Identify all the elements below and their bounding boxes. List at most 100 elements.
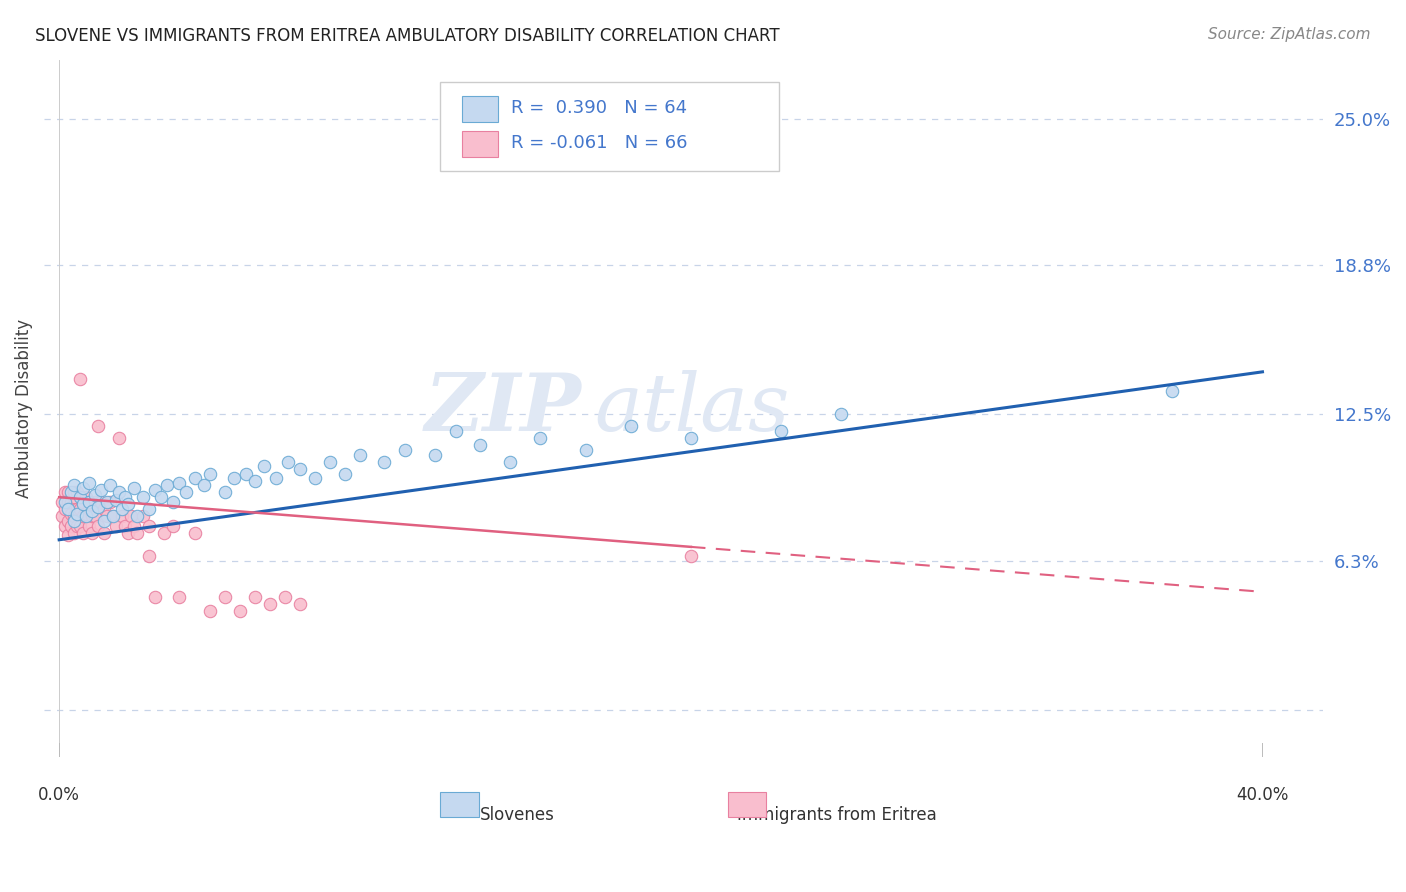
Point bbox=[145, 590, 167, 604]
Point bbox=[75, 507, 97, 521]
Point bbox=[69, 502, 91, 516]
Point bbox=[304, 471, 326, 485]
Point bbox=[319, 455, 342, 469]
Point bbox=[66, 502, 89, 516]
Point bbox=[150, 490, 173, 504]
Point bbox=[72, 481, 94, 495]
Point bbox=[63, 490, 86, 504]
Point bbox=[529, 431, 551, 445]
Point bbox=[515, 123, 537, 137]
Point bbox=[120, 509, 142, 524]
Point bbox=[69, 372, 91, 386]
Bar bbox=[463, 131, 498, 157]
Point bbox=[103, 509, 125, 524]
Point bbox=[770, 424, 793, 438]
Point bbox=[87, 419, 110, 434]
Text: Immigrants from Eritrea: Immigrants from Eritrea bbox=[737, 806, 936, 824]
Text: Source: ZipAtlas.com: Source: ZipAtlas.com bbox=[1208, 27, 1371, 42]
Text: 0.0%: 0.0% bbox=[38, 786, 80, 804]
Point bbox=[84, 495, 107, 509]
Point bbox=[575, 442, 598, 457]
Point bbox=[51, 495, 73, 509]
Point bbox=[138, 502, 160, 516]
Point bbox=[108, 431, 131, 445]
Bar bbox=[728, 791, 766, 817]
Point bbox=[69, 490, 91, 504]
Point bbox=[51, 509, 73, 524]
Point bbox=[288, 597, 311, 611]
Point bbox=[156, 478, 179, 492]
Text: R = -0.061   N = 66: R = -0.061 N = 66 bbox=[510, 135, 688, 153]
Point bbox=[198, 467, 221, 481]
Point bbox=[124, 518, 146, 533]
Point bbox=[183, 525, 205, 540]
Point bbox=[117, 525, 139, 540]
Point bbox=[63, 478, 86, 492]
Point bbox=[60, 485, 83, 500]
Point bbox=[114, 490, 136, 504]
Point bbox=[63, 525, 86, 540]
Point bbox=[53, 502, 76, 516]
Point bbox=[96, 509, 118, 524]
Point bbox=[620, 419, 643, 434]
Point bbox=[243, 590, 266, 604]
Point bbox=[77, 475, 100, 490]
Point bbox=[75, 509, 97, 524]
Point bbox=[264, 471, 287, 485]
Point bbox=[60, 518, 83, 533]
Point bbox=[108, 485, 131, 500]
Point bbox=[1161, 384, 1184, 398]
Point bbox=[105, 492, 128, 507]
Point bbox=[127, 509, 149, 524]
Point bbox=[53, 518, 76, 533]
Point bbox=[679, 549, 702, 564]
Point bbox=[138, 518, 160, 533]
Point bbox=[96, 495, 118, 509]
Point bbox=[162, 518, 184, 533]
Point bbox=[333, 467, 356, 481]
Point bbox=[499, 455, 522, 469]
Point bbox=[111, 502, 134, 516]
Point bbox=[56, 528, 79, 542]
Point bbox=[84, 509, 107, 524]
Point bbox=[228, 604, 250, 618]
Point bbox=[198, 604, 221, 618]
Point bbox=[138, 549, 160, 564]
Point bbox=[60, 495, 83, 509]
Point bbox=[60, 507, 83, 521]
Point bbox=[830, 408, 852, 422]
Point bbox=[82, 504, 104, 518]
Point bbox=[162, 495, 184, 509]
Point bbox=[87, 518, 110, 533]
Point bbox=[394, 442, 416, 457]
Point bbox=[63, 514, 86, 528]
Point bbox=[132, 490, 155, 504]
Point bbox=[66, 507, 89, 521]
Point bbox=[446, 424, 468, 438]
Bar bbox=[440, 791, 479, 817]
Point bbox=[214, 590, 236, 604]
Point bbox=[93, 514, 115, 528]
Point bbox=[53, 485, 76, 500]
Point bbox=[253, 459, 276, 474]
Text: ZIP: ZIP bbox=[425, 370, 581, 447]
Text: Slovenes: Slovenes bbox=[479, 806, 554, 824]
Bar bbox=[463, 95, 498, 122]
Point bbox=[274, 590, 297, 604]
Point bbox=[56, 502, 79, 516]
Point bbox=[127, 525, 149, 540]
Point bbox=[277, 455, 299, 469]
Point bbox=[243, 474, 266, 488]
Y-axis label: Ambulatory Disability: Ambulatory Disability bbox=[15, 319, 32, 498]
Point bbox=[98, 478, 121, 492]
Point bbox=[103, 509, 125, 524]
Point bbox=[72, 497, 94, 511]
Point bbox=[124, 481, 146, 495]
Point bbox=[425, 448, 447, 462]
Text: atlas: atlas bbox=[593, 370, 789, 447]
Point bbox=[145, 483, 167, 497]
Point bbox=[72, 495, 94, 509]
Text: 40.0%: 40.0% bbox=[1236, 786, 1289, 804]
Point bbox=[82, 525, 104, 540]
Point bbox=[169, 475, 191, 490]
